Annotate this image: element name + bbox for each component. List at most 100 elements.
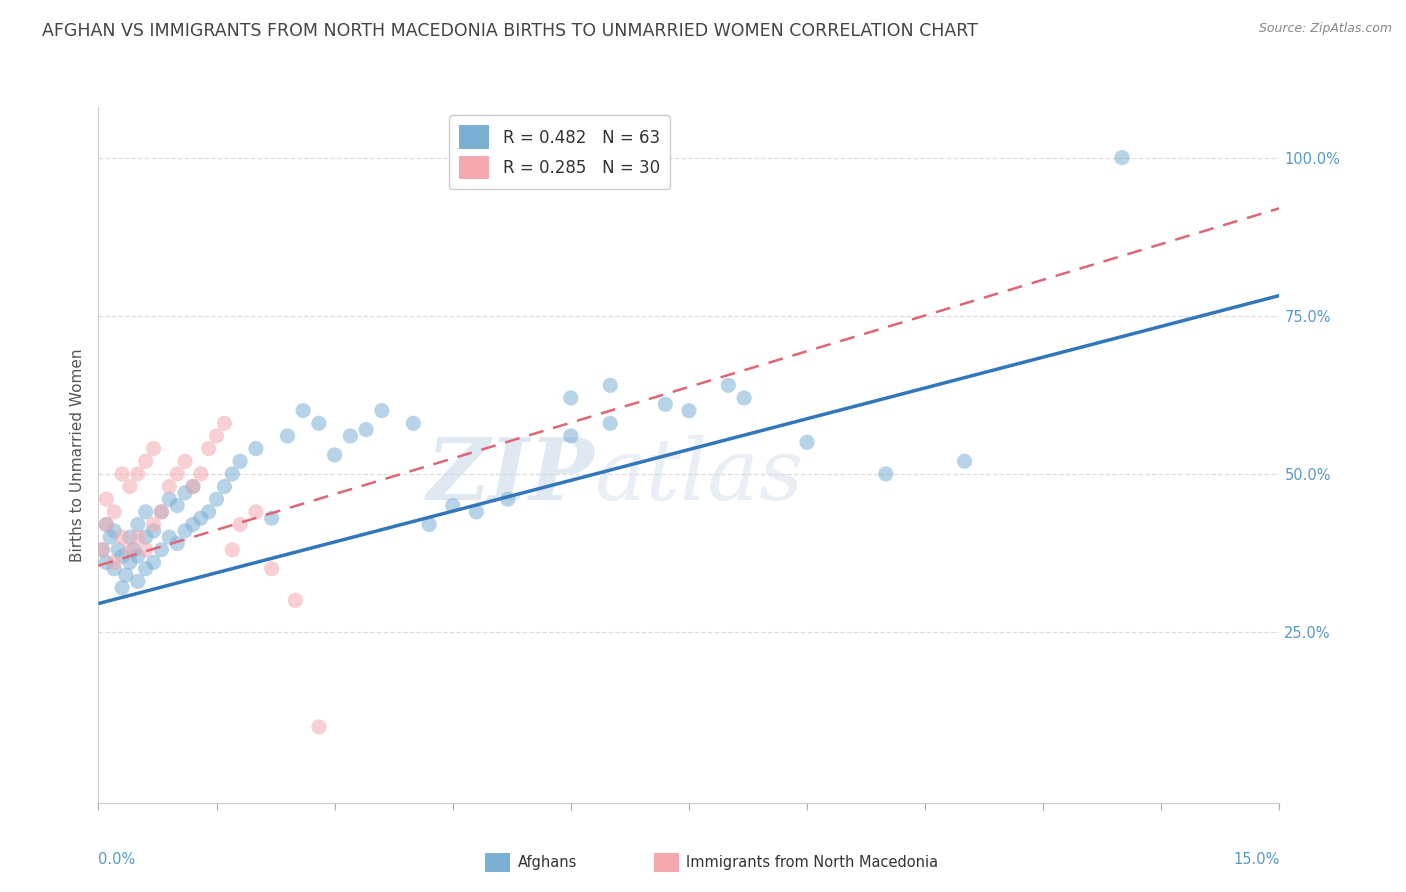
Point xyxy=(654,397,676,411)
Text: Source: ZipAtlas.com: Source: ZipAtlas.com xyxy=(1258,22,1392,36)
Text: Afghans: Afghans xyxy=(517,855,576,870)
Point xyxy=(174,524,197,538)
Point xyxy=(197,442,219,456)
Point xyxy=(150,505,173,519)
Point xyxy=(560,429,582,443)
Point xyxy=(418,517,440,532)
Point xyxy=(678,403,700,417)
Point xyxy=(323,448,346,462)
Legend: R = 0.482   N = 63, R = 0.285   N = 30: R = 0.482 N = 63, R = 0.285 N = 30 xyxy=(450,115,669,189)
Point xyxy=(111,530,134,544)
Point xyxy=(135,530,157,544)
Point xyxy=(190,467,212,481)
Point xyxy=(103,562,125,576)
Point xyxy=(875,467,897,481)
Point xyxy=(174,454,197,468)
Point xyxy=(150,505,173,519)
Point xyxy=(229,454,252,468)
Point xyxy=(245,505,267,519)
Point xyxy=(150,542,173,557)
Point xyxy=(181,479,204,493)
Point xyxy=(953,454,976,468)
Point xyxy=(118,530,141,544)
Point xyxy=(214,417,236,431)
Point xyxy=(103,524,125,538)
Point xyxy=(402,417,425,431)
Point xyxy=(221,542,243,557)
Point xyxy=(276,429,298,443)
Point xyxy=(118,479,141,493)
Point xyxy=(127,467,149,481)
Point xyxy=(135,505,157,519)
Point xyxy=(221,467,243,481)
Point xyxy=(122,542,145,557)
Point xyxy=(166,536,188,550)
Point xyxy=(205,492,228,507)
Point xyxy=(135,454,157,468)
Point xyxy=(142,442,165,456)
Point xyxy=(441,499,464,513)
Point xyxy=(205,429,228,443)
Point xyxy=(127,517,149,532)
Point xyxy=(496,492,519,507)
Text: ZIP: ZIP xyxy=(426,434,595,517)
Text: atlas: atlas xyxy=(595,434,804,517)
Point xyxy=(796,435,818,450)
Point xyxy=(733,391,755,405)
Point xyxy=(96,556,118,570)
Point xyxy=(260,511,283,525)
Point xyxy=(174,486,197,500)
Point xyxy=(1111,151,1133,165)
Point xyxy=(166,467,188,481)
Point xyxy=(127,549,149,563)
Point xyxy=(157,492,180,507)
Point xyxy=(284,593,307,607)
Point xyxy=(190,511,212,525)
Point xyxy=(115,568,138,582)
Point xyxy=(96,517,118,532)
Point xyxy=(371,403,394,417)
Point xyxy=(354,423,377,437)
Point xyxy=(339,429,361,443)
Point xyxy=(560,391,582,405)
Point xyxy=(96,517,118,532)
Point xyxy=(111,581,134,595)
Point xyxy=(127,530,149,544)
Text: AFGHAN VS IMMIGRANTS FROM NORTH MACEDONIA BIRTHS TO UNMARRIED WOMEN CORRELATION : AFGHAN VS IMMIGRANTS FROM NORTH MACEDONI… xyxy=(42,22,979,40)
Y-axis label: Births to Unmarried Women: Births to Unmarried Women xyxy=(69,348,84,562)
Point xyxy=(142,556,165,570)
Point xyxy=(135,562,157,576)
Point xyxy=(292,403,315,417)
Point xyxy=(103,556,125,570)
Point xyxy=(717,378,740,392)
Point xyxy=(229,517,252,532)
Point xyxy=(111,467,134,481)
Point xyxy=(98,530,121,544)
Point xyxy=(103,505,125,519)
Point xyxy=(465,505,488,519)
Point xyxy=(599,378,621,392)
Point xyxy=(142,517,165,532)
Point xyxy=(157,479,180,493)
Point xyxy=(166,499,188,513)
Text: 15.0%: 15.0% xyxy=(1233,852,1279,866)
Text: Immigrants from North Macedonia: Immigrants from North Macedonia xyxy=(686,855,938,870)
Point xyxy=(308,720,330,734)
Point xyxy=(181,479,204,493)
Point xyxy=(197,505,219,519)
Point xyxy=(118,556,141,570)
Point xyxy=(91,542,114,557)
Point xyxy=(91,542,114,557)
Point xyxy=(111,549,134,563)
Point xyxy=(214,479,236,493)
Point xyxy=(157,530,180,544)
Point xyxy=(96,492,118,507)
Point xyxy=(181,517,204,532)
Point xyxy=(135,542,157,557)
Point xyxy=(308,417,330,431)
Point xyxy=(599,417,621,431)
Point xyxy=(260,562,283,576)
Point xyxy=(245,442,267,456)
Text: 0.0%: 0.0% xyxy=(98,852,135,866)
Point xyxy=(107,542,129,557)
